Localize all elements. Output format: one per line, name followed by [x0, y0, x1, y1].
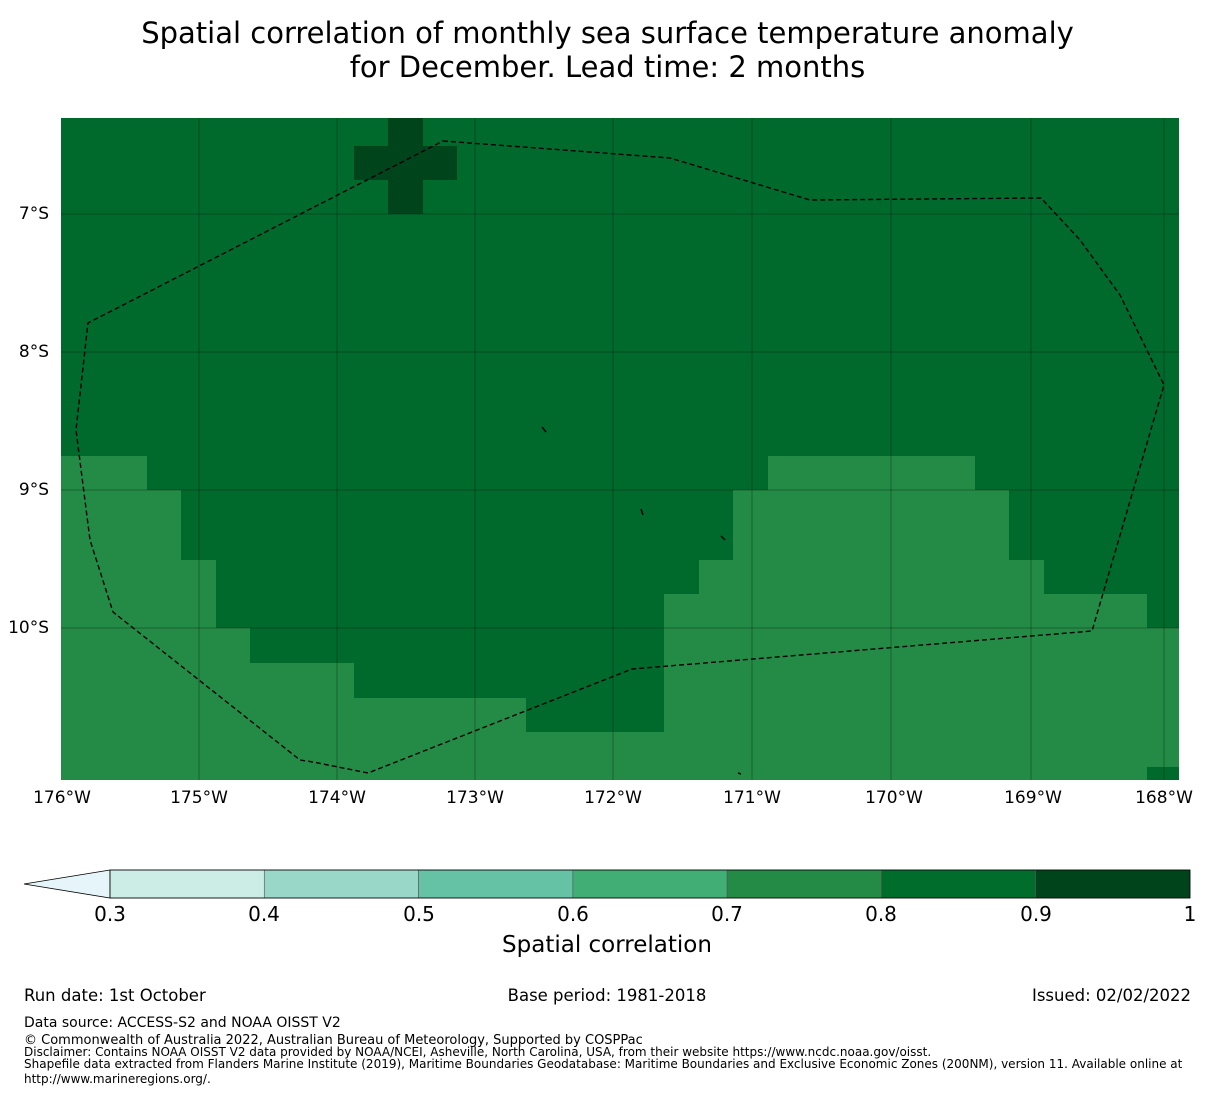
colorbar-segment — [572, 869, 728, 899]
colorbar-outline — [109, 869, 1191, 899]
gridlines — [61, 118, 1179, 780]
colorbar-label: Spatial correlation — [502, 932, 712, 958]
colorbar-segment — [726, 869, 882, 899]
lat-label: 10°S — [8, 618, 49, 638]
correlation-0.9-1-cell — [354, 146, 457, 180]
colorbar-tick: 0.6 — [557, 902, 589, 926]
colorbar-segment — [1035, 869, 1191, 899]
shapefile-url: http://www.marineregions.org/. — [24, 1072, 211, 1086]
lon-label: 170°W — [865, 788, 923, 808]
colorbar-segment — [418, 869, 574, 899]
title-line-2: for December. Lead time: 2 months — [349, 50, 866, 84]
shapefile-credit: Shapefile data extracted from Flanders M… — [24, 1057, 1183, 1071]
copyright: © Commonwealth of Australia 2022, Austra… — [24, 1033, 643, 1048]
issued-date: Issued: 02/02/2022 — [1031, 986, 1191, 1005]
islands — [541, 426, 742, 775]
base-period: Base period: 1981-2018 — [507, 986, 707, 1005]
correlation-0.8-0.9-cell — [1147, 767, 1179, 780]
lon-label: 173°W — [446, 788, 504, 808]
colorbar-tick: 0.7 — [711, 902, 743, 926]
map — [61, 118, 1179, 780]
eez-boundary — [75, 140, 1165, 774]
lat-label: 7°S — [18, 204, 49, 224]
colorbar-tick: 0.4 — [248, 902, 280, 926]
lon-label: 172°W — [584, 788, 642, 808]
colorbar-segment — [881, 869, 1037, 899]
colorbar-tick: 1 — [1183, 902, 1197, 926]
colorbar-tick: 0.9 — [1020, 902, 1052, 926]
lat-label: 8°S — [18, 342, 49, 362]
colorbar — [23, 869, 1191, 899]
run-date: Run date: 1st October — [24, 986, 206, 1005]
data-source: Data source: ACCESS-S2 and NOAA OISST V2 — [24, 1015, 341, 1031]
colorbar-segment — [109, 869, 265, 899]
lon-label: 176°W — [33, 788, 91, 808]
colorbar-segment — [263, 869, 419, 899]
lon-label: 169°W — [1004, 788, 1062, 808]
lat-label: 9°S — [18, 480, 49, 500]
colorbar-tick: 0.8 — [865, 902, 897, 926]
lon-label: 171°W — [723, 788, 781, 808]
lon-label: 168°W — [1135, 788, 1193, 808]
title-line-1: Spatial correlation of monthly sea surfa… — [141, 16, 1074, 50]
colorbar-extension — [23, 869, 111, 899]
lon-label: 174°W — [308, 788, 366, 808]
correlation-0.8-0.9 — [61, 118, 1179, 732]
disclaimer: Disclaimer: Contains NOAA OISST V2 data … — [24, 1045, 932, 1059]
colorbar-tick: 0.5 — [403, 902, 435, 926]
lon-label: 175°W — [170, 788, 228, 808]
colorbar-tick: 0.3 — [94, 902, 126, 926]
